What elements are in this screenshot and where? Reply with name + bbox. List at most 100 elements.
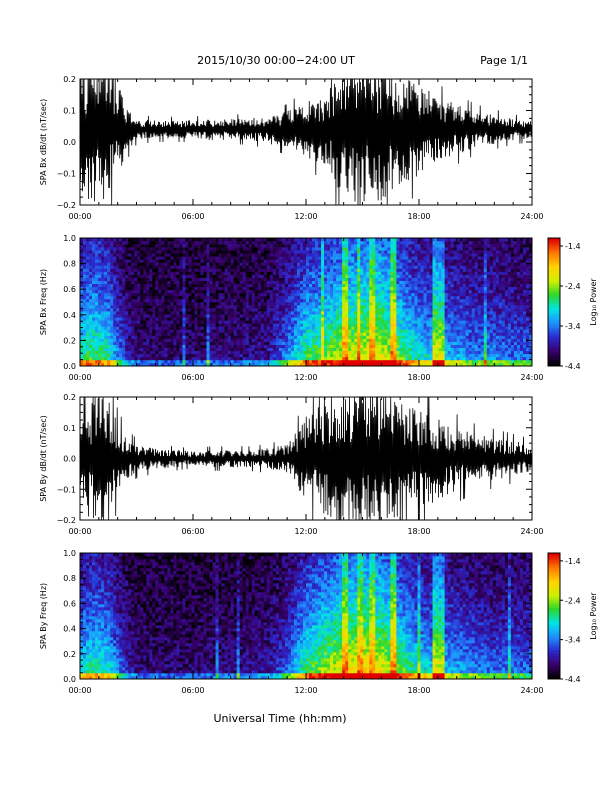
spectrogram-cell	[143, 280, 147, 285]
spectrogram-cell	[321, 302, 325, 306]
spectrogram-cell	[221, 286, 225, 291]
spectrogram-cell	[414, 302, 418, 306]
spectrogram-cell	[399, 362, 403, 367]
spectrogram-cell	[188, 314, 192, 318]
spectrogram-cell	[173, 271, 177, 275]
spectrogram-cell	[333, 356, 337, 361]
spectrogram-cell	[137, 256, 141, 260]
spectrogram-cell	[293, 347, 298, 352]
spectrogram-cell	[429, 317, 433, 321]
spectrogram-cell	[411, 323, 415, 327]
spectrogram-cell	[92, 292, 96, 297]
spectrogram-cell	[137, 329, 141, 333]
spectrogram-cell	[152, 326, 156, 330]
spectrogram-cell	[107, 271, 111, 275]
spectrogram-cell	[98, 356, 102, 361]
spectrogram-cell	[128, 265, 132, 269]
spectrogram-cell	[89, 344, 93, 349]
spectrogram-cell	[170, 256, 174, 260]
spectrogram-cell	[134, 298, 138, 303]
spectrogram-cell	[354, 271, 358, 275]
spectrogram-cell	[281, 241, 286, 245]
spectrogram-cell	[164, 323, 168, 327]
spectrogram-cell	[393, 277, 397, 281]
spectrogram-cell	[161, 283, 165, 288]
spectrogram-cell	[212, 332, 216, 336]
spectrogram-cell	[366, 320, 370, 324]
spectrogram-cell	[378, 259, 382, 263]
spectrogram-cell	[227, 268, 231, 272]
spectrogram-cell	[417, 289, 421, 294]
spectrogram-cell	[182, 244, 186, 248]
spectrogram-cell	[227, 283, 231, 288]
spectrogram-cell	[230, 295, 234, 300]
spectrogram-cell	[170, 335, 174, 339]
spectrogram-cell	[92, 238, 96, 242]
spectrogram-cell	[339, 247, 343, 251]
spectrogram-cell	[429, 308, 433, 312]
spectrogram-cell	[260, 329, 265, 333]
spectrogram-cell	[420, 302, 424, 306]
spectrogram-cell	[137, 298, 141, 303]
spectrogram-cell	[236, 286, 240, 291]
spectrogram-cell	[390, 350, 394, 355]
spectrogram-cell	[104, 289, 108, 294]
spectrogram-cell	[104, 256, 108, 260]
spectrogram-cell	[206, 344, 210, 349]
spectrogram-cell	[176, 244, 180, 248]
spectrogram-cell	[293, 338, 298, 342]
spectrogram-cell	[357, 344, 361, 349]
spectrogram-cell	[185, 265, 189, 269]
spectrogram-cell	[248, 323, 253, 327]
spectrogram-cell	[306, 256, 310, 260]
spectrogram-cell	[396, 241, 400, 245]
spectrogram-cell	[137, 335, 141, 339]
spectrogram-cell	[423, 350, 427, 355]
spectrogram-cell	[266, 277, 271, 281]
spectrogram-cell	[296, 302, 301, 306]
spectrogram-cell	[197, 298, 201, 303]
spectrogram-cell	[95, 308, 99, 312]
spectrogram-cell	[266, 320, 271, 324]
spectrogram-cell	[275, 289, 280, 294]
spectrogram-cell	[266, 271, 271, 275]
spectrogram-cell	[233, 305, 237, 309]
spectrogram-cell	[287, 280, 292, 285]
spectrogram-cell	[227, 238, 231, 242]
spectrogram-cell	[426, 314, 430, 318]
spectrogram-cell	[423, 286, 427, 291]
spectrogram-cell	[101, 286, 105, 291]
spectrogram-cell	[224, 238, 228, 242]
spectrogram-cell	[200, 350, 204, 355]
spectrogram-cell	[188, 271, 192, 275]
spectrogram-cell	[236, 353, 240, 358]
spectrogram-cell	[185, 347, 189, 352]
spectrogram-cell	[369, 250, 373, 254]
spectrogram-cell	[423, 314, 427, 318]
spectrogram-cell	[330, 320, 334, 324]
spectrogram-cell	[248, 250, 253, 254]
spectrogram-cell	[176, 280, 180, 285]
spectrogram-cell	[206, 317, 210, 321]
spectrogram-cell	[327, 317, 331, 321]
spectrogram-cell	[263, 286, 268, 291]
spectrogram-cell	[194, 277, 198, 281]
spectrogram-cell	[104, 274, 108, 278]
spectrogram-cell	[330, 250, 334, 254]
spectrogram-cell	[197, 326, 201, 330]
spectrogram-cell	[363, 317, 367, 321]
spectrogram-cell	[185, 305, 189, 309]
spectrogram-cell	[197, 286, 201, 291]
spectrogram-cell	[309, 344, 313, 349]
spectrogram-cell	[324, 338, 328, 342]
spectrogram-cell	[327, 244, 331, 248]
spectrogram-cell	[236, 256, 240, 260]
spectrogram-cell	[363, 292, 367, 297]
spectrogram-cell	[296, 298, 301, 303]
spectrogram-cell	[179, 332, 183, 336]
spectrogram-cell	[336, 347, 340, 352]
spectrogram-cell	[287, 350, 292, 355]
spectrogram-cell	[336, 353, 340, 358]
spectrogram-cell	[263, 353, 268, 358]
spectrogram-cell	[149, 317, 153, 321]
